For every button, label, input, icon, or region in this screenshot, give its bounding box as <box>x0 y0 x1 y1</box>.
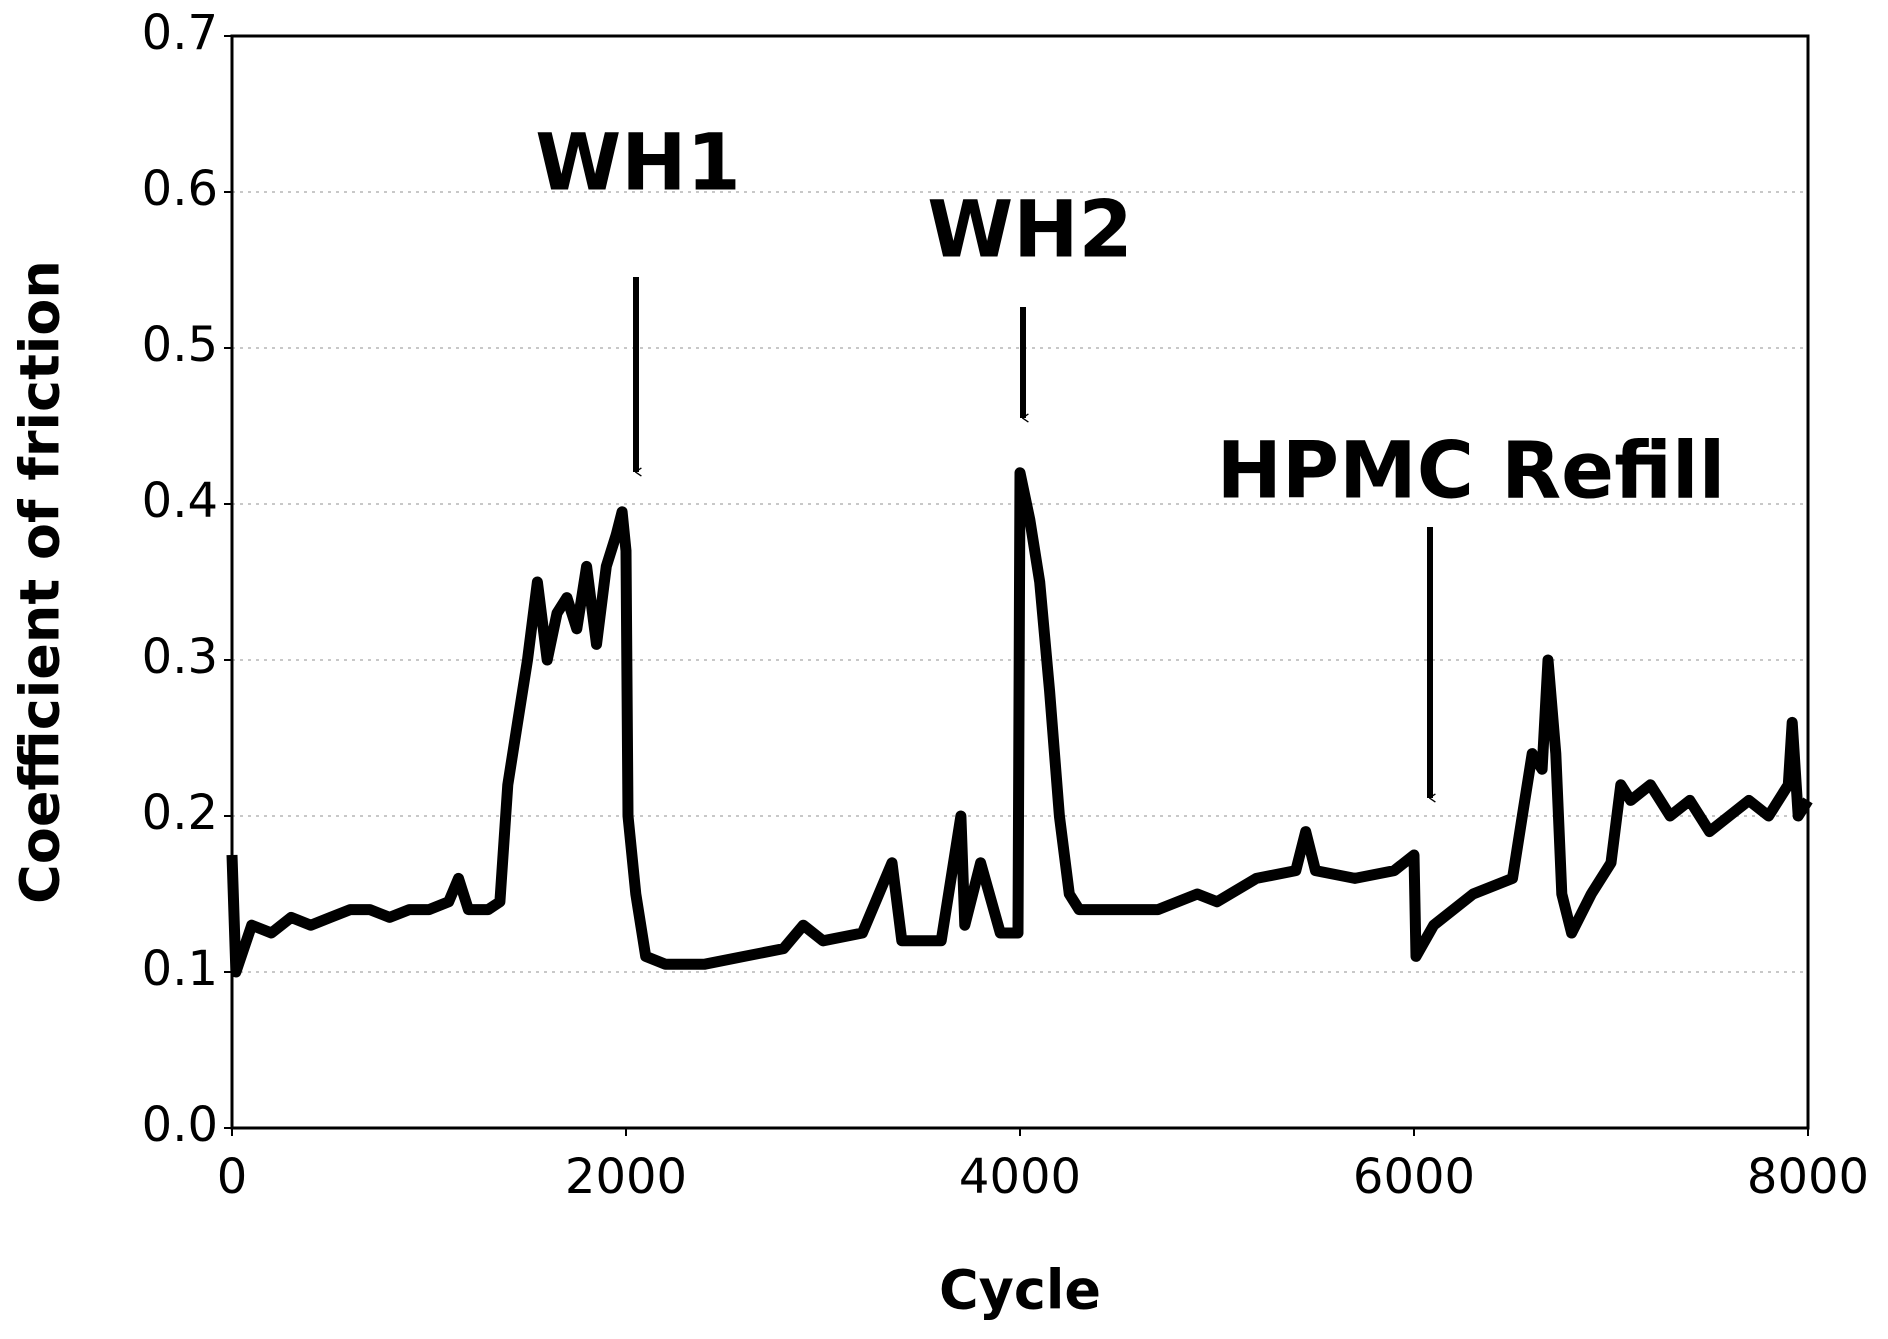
y-tick-label: 0.5 <box>142 317 218 373</box>
y-tick-label: 0.6 <box>142 161 218 217</box>
annotation: WH2 <box>927 185 1133 275</box>
y-tick-label: 0.7 <box>142 5 218 61</box>
x-tick-label: 0 <box>217 1149 248 1205</box>
data-line <box>226 467 1813 978</box>
plot-frame <box>230 34 1810 1130</box>
x-axis-label: Cycle <box>939 1259 1101 1322</box>
x-tick-label: 4000 <box>959 1149 1081 1205</box>
x-tick-label: 6000 <box>1353 1149 1475 1205</box>
y-tick-label: 0.1 <box>142 941 218 997</box>
y-tick-label: 0.4 <box>142 473 218 529</box>
y-tick-label: 0.2 <box>142 785 218 841</box>
y-tick-label: 0.0 <box>142 1097 218 1153</box>
y-axis-label: Coefficient of friction <box>9 260 72 904</box>
y-tick-label: 0.3 <box>142 629 218 685</box>
x-tick-label: 2000 <box>565 1149 687 1205</box>
x-tick-label: 8000 <box>1747 1149 1869 1205</box>
annotation: WH1 <box>535 118 741 208</box>
annotation: HPMC Refill <box>1217 426 1726 516</box>
